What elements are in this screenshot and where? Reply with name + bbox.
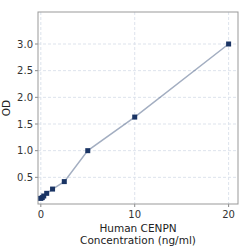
tick-label: 20: [222, 209, 235, 220]
x-axis-label-line: Human CENPN: [99, 222, 176, 234]
marker: [85, 148, 90, 153]
background: [0, 0, 250, 250]
tick-label: 0.5: [17, 172, 33, 183]
tick-label: 0: [38, 209, 44, 220]
grid-line: [38, 150, 238, 151]
grid: [38, 12, 238, 204]
marker: [44, 191, 49, 196]
line: [41, 44, 229, 198]
tick-label: 2.0: [17, 92, 33, 103]
x-axis-label: Human CENPNConcentration (ng/ml): [80, 222, 196, 246]
grid-line: [38, 97, 238, 98]
series: [38, 42, 231, 201]
grid-line: [228, 12, 229, 204]
tick-label: 10: [128, 209, 141, 220]
grid-line: [134, 12, 135, 204]
axes: 0.5 1.0 1.5 2.0 2.5 3.0 0 10 20: [17, 12, 238, 220]
tick-label: 3.0: [17, 39, 33, 50]
x-axis-label-line: Concentration (ng/ml): [80, 234, 196, 246]
y-axis-label: OD: [0, 100, 12, 116]
marker: [226, 42, 231, 47]
grid-line: [38, 70, 238, 71]
chart: 0.5 1.0 1.5 2.0 2.5 3.0 0 10 20 Human CENPNConcen…: [0, 0, 250, 250]
grid-line: [38, 44, 238, 45]
tick-label: 1.0: [17, 145, 33, 156]
tick-label: 2.5: [17, 65, 33, 76]
marker: [50, 187, 55, 192]
grid-line: [38, 124, 238, 125]
grid-line: [40, 12, 41, 204]
chart-container: 0.5 1.0 1.5 2.0 2.5 3.0 0 10 20 Human CENPNConcen…: [0, 0, 250, 250]
tick-label: 1.5: [17, 119, 33, 130]
plot-frame: [38, 12, 238, 204]
marker: [62, 179, 67, 184]
marker: [132, 115, 137, 120]
